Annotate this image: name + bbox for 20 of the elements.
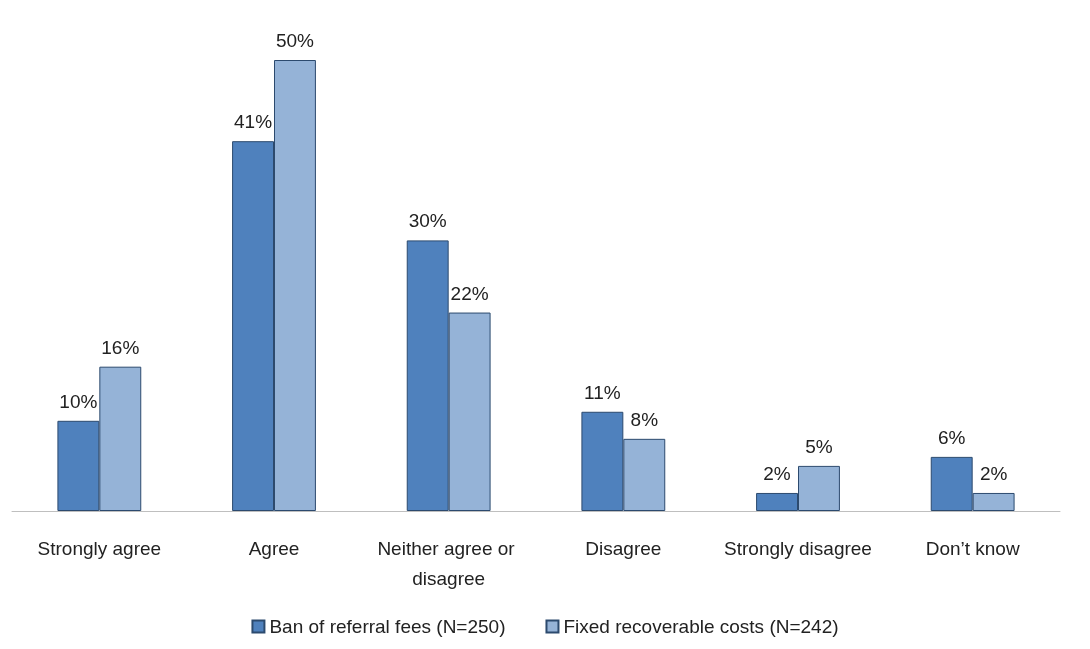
legend-label: Fixed recoverable costs (N=242) xyxy=(563,616,839,637)
data-label: 11% xyxy=(584,381,621,403)
data-label: 41% xyxy=(234,111,273,133)
x-tick-label: Agree xyxy=(248,537,300,559)
x-tick-label: Disagree xyxy=(585,537,662,559)
data-label: 2% xyxy=(763,462,791,484)
x-tick-label: Strongly agree xyxy=(37,537,162,559)
data-label: 2% xyxy=(979,462,1008,484)
x-tick-label: Neither agree or disagree xyxy=(377,537,520,589)
data-label: 10% xyxy=(59,390,98,412)
x-tick-label: Don’t know xyxy=(925,537,1020,559)
data-label: 30% xyxy=(408,210,447,232)
data-label: 8% xyxy=(630,408,659,430)
data-label: 5% xyxy=(805,435,833,457)
data-label: 50% xyxy=(275,30,315,51)
data-label: 16% xyxy=(101,336,140,358)
x-tick-label: Strongly disagree xyxy=(724,537,872,559)
data-label: 22% xyxy=(450,282,489,304)
data-label: 6% xyxy=(937,426,966,448)
legend-label: Ban of referral fees (N=250) xyxy=(269,616,506,637)
